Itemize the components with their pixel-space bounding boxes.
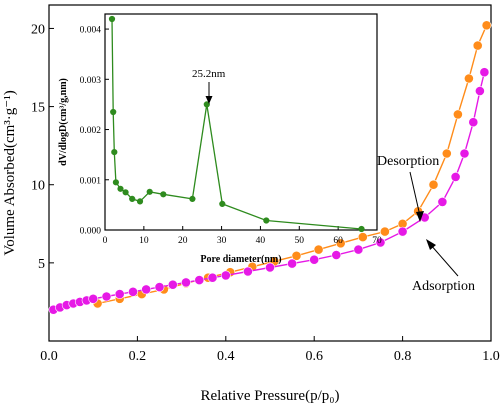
inset-plot-frame (104, 13, 378, 231)
main-desorption-point (379, 226, 390, 237)
desorption-arrow-line (409, 171, 421, 217)
inset-y-tick-label: 0.003 (80, 76, 102, 86)
main-y-tick-label: 15 (31, 101, 45, 116)
inset-x-tick-label: 50 (295, 236, 305, 246)
main-adsorption-point (397, 226, 408, 237)
main-adsorption-point (88, 293, 99, 304)
inset-series-line (111, 18, 362, 230)
main-series-group (48, 20, 492, 315)
inset-x-tick-label: 10 (139, 236, 149, 246)
main-x-tick-label: 1.0 (482, 349, 500, 364)
main-desorption-point (428, 179, 439, 190)
main-adsorption-point (207, 272, 218, 283)
main-y-tick-label: 10 (31, 179, 45, 194)
main-x-tick-label: 0.0 (40, 349, 58, 364)
main-adsorption-point (141, 284, 152, 295)
main-adsorption-point (309, 254, 320, 265)
adsorption-arrow-head (426, 239, 436, 250)
adsorption-arrow-line (429, 243, 459, 277)
inset-series-point (203, 101, 210, 108)
main-adsorption-point (479, 67, 490, 78)
inset-x-tick-label: 40 (256, 236, 266, 246)
peak-arrow-head (205, 96, 213, 104)
main-adsorption-point (154, 282, 165, 292)
adsorption-label: Adsorption (412, 279, 475, 294)
inset-series-point (263, 217, 270, 224)
inset-x-tick-label: 60 (333, 236, 343, 246)
main-adsorption-point (114, 289, 125, 299)
inset-series-point (358, 225, 365, 233)
inset-series-point (108, 15, 116, 23)
inset-series-point (117, 185, 124, 192)
main-desorption-point (481, 20, 492, 31)
main-adsorption-point (353, 244, 364, 255)
main-adsorption-point (167, 279, 178, 290)
desorption-arrow-head (416, 211, 424, 222)
main-desorption-point (313, 244, 324, 255)
inset-series-point (146, 188, 153, 195)
inset-x-axis-title: Pore diameter(nm) (200, 254, 281, 265)
main-y-tick-label: 5 (38, 257, 45, 272)
inset-series-point (112, 179, 119, 186)
main-adsorption-point (331, 250, 342, 260)
main-x-tick-label: 0.8 (394, 349, 412, 364)
inset-series-point (111, 149, 118, 156)
inset-axis-ticks (104, 28, 378, 231)
main-x-tick-label: 0.2 (129, 349, 147, 364)
main-adsorption-point (450, 171, 461, 182)
inset-x-tick-label: 30 (217, 236, 227, 246)
inset-y-axis-title: dV/dlogD(cm³/g,nm) (58, 78, 69, 166)
inset-series-point (122, 189, 129, 196)
main-desorption-point (472, 40, 483, 51)
main-adsorption-point (474, 86, 485, 96)
main-desorption-point (357, 232, 368, 242)
inset-y-tick-label: 0.001 (80, 176, 102, 186)
main-adsorption-point (101, 291, 112, 302)
main-adsorption-point (242, 266, 253, 277)
inset-series-point (129, 195, 136, 202)
main-adsorption-point (437, 196, 448, 207)
inset-series-point (110, 108, 117, 116)
main-adsorption-point (128, 286, 138, 297)
main-adsorption-point (375, 237, 386, 248)
main-axis-ticks (48, 27, 492, 341)
inset-series-group (108, 15, 365, 233)
main-adsorption-point (181, 277, 191, 288)
main-adsorption-point (468, 117, 479, 128)
inset-y-tick-label: 0.000 (80, 227, 102, 237)
main-x-tick-label: 0.4 (217, 349, 235, 364)
main-desorption-point (291, 250, 302, 261)
main-adsorption-point (220, 270, 231, 281)
inset-x-tick-label: 0 (103, 236, 108, 246)
inset-series-point (189, 195, 196, 202)
inset-y-tick-label: 0.004 (80, 26, 102, 36)
inset-y-tick-label: 0.002 (80, 126, 102, 136)
main-desorption-point (452, 109, 463, 120)
peak-label: 25.2nm (192, 68, 226, 80)
desorption-label: Desorption (377, 154, 439, 169)
main-x-axis-title: Relative Pressure(p/p₀) (201, 388, 340, 404)
inset-x-tick-label: 20 (178, 236, 188, 246)
main-desorption-point (335, 238, 346, 249)
main-adsorption-point (194, 275, 205, 285)
main-y-tick-label: 20 (31, 22, 45, 37)
main-adsorption-line (53, 72, 486, 311)
inset-series-point (136, 198, 144, 205)
inset-series-point (219, 200, 226, 207)
main-adsorption-point (459, 148, 470, 159)
main-desorption-point (463, 73, 474, 84)
inset-x-tick-label: 70 (372, 236, 382, 246)
main-adsorption-point (265, 262, 275, 273)
inset-series-point (160, 191, 167, 198)
main-x-tick-label: 0.6 (305, 349, 323, 364)
main-adsorption-point (287, 258, 297, 269)
inset-tick-labels: 0 10 20 30 40 50 60 70 0.000 0.001 0.002 0.003 0.004 (80, 26, 382, 246)
main-tick-labels: 0.0 0.2 0.4 0.6 0.8 1.0 5 10 15 20 (31, 22, 500, 364)
main-plot-frame (48, 4, 492, 342)
main-desorption-point (441, 148, 452, 159)
main-y-axis-title: Volume Absorbed(cm³·g⁻¹) (2, 90, 18, 255)
